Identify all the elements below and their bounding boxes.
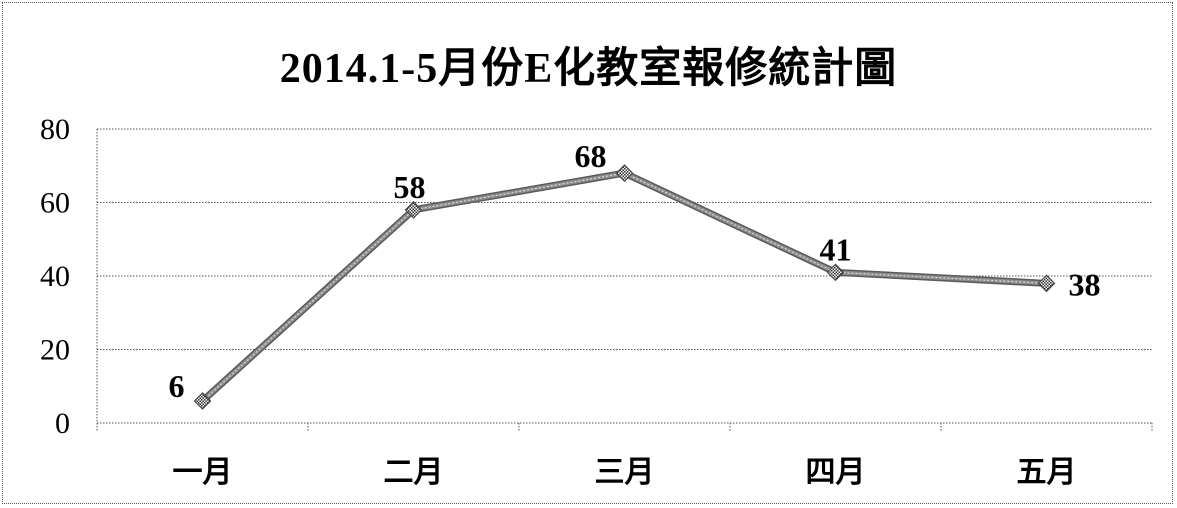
data-point-marker bbox=[615, 164, 634, 182]
y-tick-label: 60 bbox=[40, 187, 70, 220]
data-point-marker bbox=[826, 263, 845, 282]
data-label: 58 bbox=[394, 169, 426, 205]
series-line bbox=[200, 171, 1049, 403]
x-tick-label: 四月 bbox=[806, 456, 866, 489]
chart-title: 2014.1-5月份E化教室報修統計圖 bbox=[279, 46, 898, 92]
data-point-marker bbox=[1037, 274, 1056, 293]
data-label: 68 bbox=[575, 138, 607, 174]
y-tick-label: 20 bbox=[40, 334, 70, 367]
data-point-marker bbox=[193, 392, 212, 410]
x-tick-label: 一月 bbox=[173, 456, 233, 489]
x-tick-label: 二月 bbox=[384, 456, 444, 489]
data-point-marker bbox=[404, 201, 423, 219]
y-tick-label: 40 bbox=[40, 260, 70, 293]
x-tick-label: 三月 bbox=[595, 456, 655, 489]
series-line-texture bbox=[202, 172, 1047, 402]
data-label: 6 bbox=[169, 368, 185, 404]
data-label: 38 bbox=[1069, 266, 1101, 302]
y-tick-label: 0 bbox=[55, 407, 70, 440]
data-label: 41 bbox=[820, 231, 852, 267]
y-tick-label: 80 bbox=[40, 113, 70, 146]
x-tick-label: 五月 bbox=[1017, 456, 1077, 489]
